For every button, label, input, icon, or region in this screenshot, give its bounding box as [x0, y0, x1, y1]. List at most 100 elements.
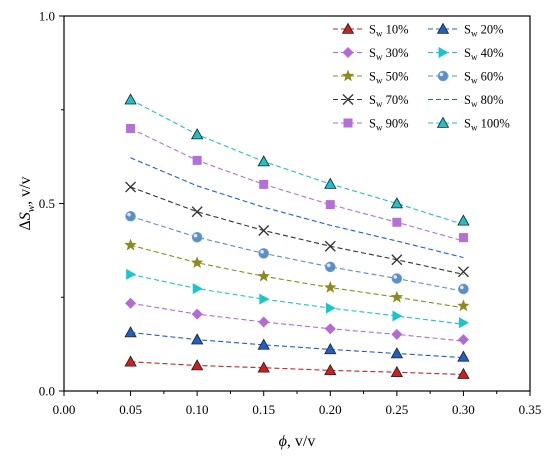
legend-marker — [437, 70, 449, 82]
data-point — [392, 217, 402, 227]
data-point-stroke — [125, 181, 137, 193]
legend-marker — [438, 47, 449, 58]
legend-label: Sw 80% — [464, 93, 504, 109]
data-point — [257, 361, 270, 373]
data-point — [457, 266, 469, 278]
x-tick-label: 0.25 — [385, 402, 408, 417]
data-point-stroke — [324, 240, 336, 252]
data-point — [257, 155, 270, 167]
legend-marker-highlight — [439, 72, 444, 77]
data-point-stroke — [457, 266, 469, 278]
series-line — [130, 273, 464, 325]
data-point — [125, 210, 136, 222]
legend-label: Sw 70% — [369, 93, 409, 109]
legend-item: Sw 50% — [333, 69, 409, 86]
data-point-highlight — [260, 249, 264, 254]
series-90pct — [126, 124, 468, 243]
data-point — [125, 297, 137, 309]
y-axis-title: ΔSw, v/v — [17, 176, 37, 230]
legend-label: Sw 100% — [464, 117, 510, 133]
legend-marker — [341, 69, 355, 82]
data-point — [258, 248, 270, 259]
data-point-highlight — [193, 233, 198, 238]
data-point-highlight — [326, 263, 331, 268]
data-point — [324, 323, 336, 335]
legend-label: Sw 10% — [369, 23, 409, 39]
x-tick-label: 0.30 — [452, 402, 475, 417]
x-tick-label: 0.35 — [519, 402, 542, 417]
series-line — [130, 99, 464, 226]
legend-marker-stroke — [342, 94, 354, 105]
data-point — [391, 254, 403, 266]
series-layer — [124, 93, 470, 379]
legend: Sw 10% Sw 20% Sw 30% Sw 40% Sw 50% Sw 60% Sw 7… — [333, 23, 510, 133]
data-point — [258, 225, 270, 236]
data-point — [325, 200, 335, 210]
legend-label: Sw 90% — [369, 117, 409, 133]
x-tick-label: 0.05 — [119, 402, 142, 417]
series-line — [130, 186, 464, 275]
data-point — [191, 206, 203, 218]
x-tick-label: 0.15 — [252, 402, 275, 417]
data-point — [126, 268, 137, 280]
legend-item: Sw 100% — [428, 117, 510, 133]
data-point — [390, 347, 404, 359]
legend-item: Sw 80% — [428, 93, 504, 109]
series-line — [130, 361, 464, 376]
legend-item: Sw 60% — [428, 70, 504, 86]
data-point — [457, 334, 469, 346]
data-point — [257, 338, 270, 350]
y-tick-label: 0.5 — [39, 196, 55, 211]
data-point — [190, 333, 204, 345]
data-point — [125, 181, 137, 193]
legend-marker — [342, 94, 354, 105]
y-tick-label: 1.0 — [39, 9, 55, 24]
data-point — [392, 310, 403, 322]
data-point — [190, 256, 204, 269]
legend-marker — [341, 22, 355, 34]
x-axis-title: ϕ, v/v — [279, 433, 316, 450]
legend-marker — [343, 118, 353, 128]
series-80pct — [130, 157, 464, 259]
series-70pct — [125, 181, 469, 278]
series-50pct — [124, 238, 470, 312]
data-point — [325, 302, 336, 314]
legend-marker — [436, 116, 450, 128]
x-tick-label: 0.20 — [319, 402, 342, 417]
series-line — [130, 215, 464, 292]
data-point — [124, 326, 137, 338]
x-tick-label: 0.00 — [53, 402, 76, 417]
data-point — [457, 350, 470, 362]
series-60pct — [125, 210, 469, 295]
series-40pct — [126, 268, 469, 329]
data-point — [124, 238, 137, 251]
legend-label: Sw 50% — [369, 70, 409, 86]
data-point — [259, 293, 270, 305]
data-point — [257, 269, 270, 282]
data-point — [190, 359, 204, 371]
legend-label: Sw 30% — [369, 46, 409, 62]
data-point — [457, 214, 470, 226]
series-line — [130, 157, 464, 259]
data-point-highlight — [127, 212, 131, 217]
data-point — [258, 316, 270, 328]
data-point — [191, 308, 203, 320]
data-point — [458, 233, 468, 243]
data-point — [459, 317, 469, 329]
data-point — [391, 273, 403, 284]
legend-marker — [342, 47, 354, 58]
data-point — [124, 93, 137, 105]
data-point-highlight — [393, 275, 398, 279]
legend-label: Sw 60% — [464, 70, 504, 86]
data-point — [391, 328, 403, 340]
axes-layer: 0.00 0.05 0.10 0.15 0.20 0.25 0.30 0.35 0.0 0.5 1.… — [17, 9, 541, 451]
data-point — [458, 283, 469, 295]
data-point — [259, 179, 269, 189]
legend-label: Sw 20% — [464, 23, 504, 39]
data-point — [457, 299, 470, 312]
legend-marker — [436, 22, 450, 34]
data-point — [324, 177, 337, 189]
series-line — [130, 128, 464, 242]
